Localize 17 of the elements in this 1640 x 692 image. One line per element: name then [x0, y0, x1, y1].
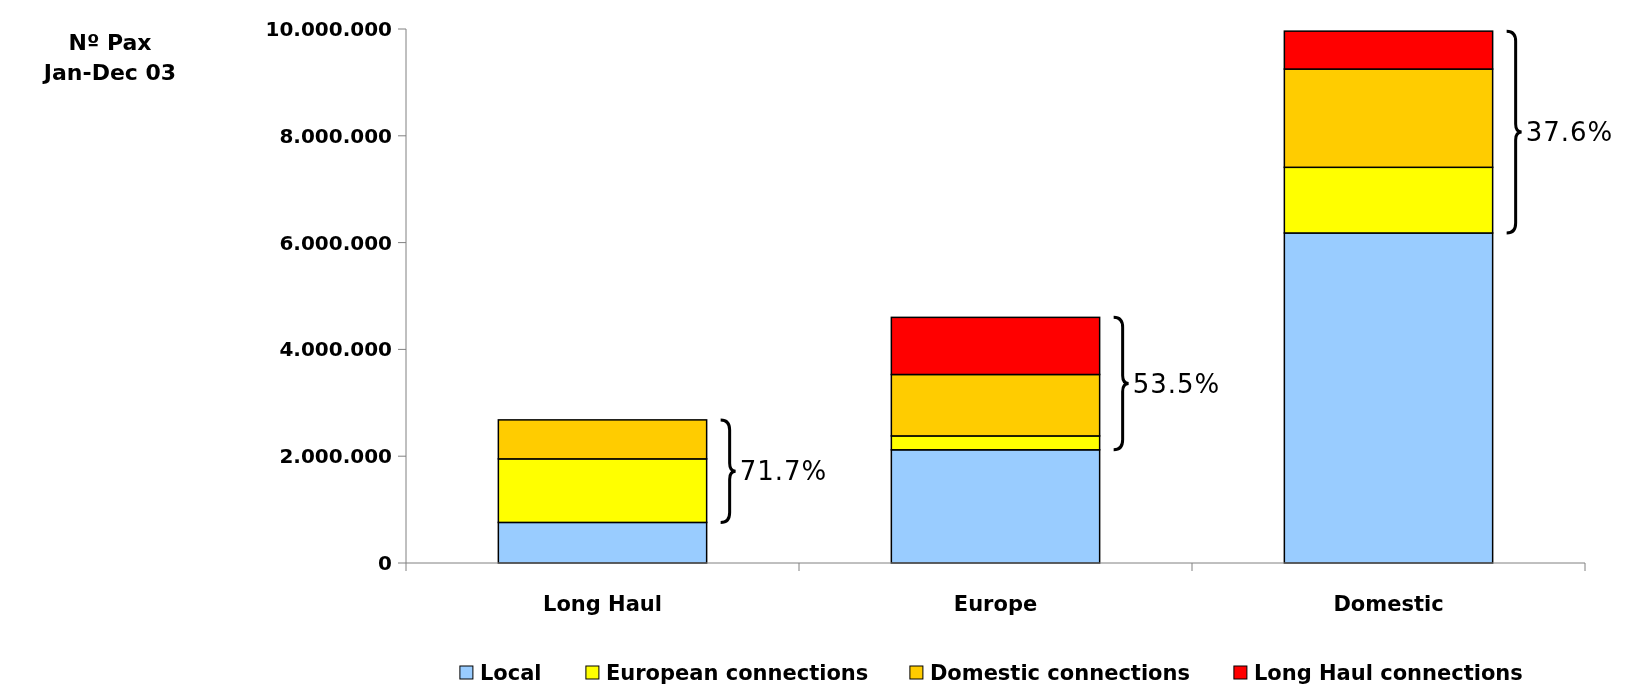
y-tick-label: 10.000.000	[265, 17, 392, 41]
x-tick-label: Long Haul	[543, 592, 662, 616]
legend-label: Local	[479, 661, 542, 686]
annotation: 53.5%	[1132, 368, 1221, 399]
y-tick-label: 2.000.000	[279, 444, 392, 469]
annotation: 37.6%	[1525, 117, 1614, 148]
annotation: 71.7%	[739, 456, 828, 487]
y-axis-title: Nº Pax Jan-Dec 03	[41, 30, 177, 85]
x-tick-label: Europe	[953, 592, 1038, 616]
legend-label: European connections	[605, 661, 869, 686]
y-tick-label: 4.000.000	[279, 337, 392, 362]
x-tick-label: Domestic	[1333, 592, 1444, 616]
y-tick-label: 8.000.000	[279, 123, 392, 148]
legend-label: Domestic connections	[929, 661, 1190, 686]
legend-label: Long Haul connections	[1253, 661, 1523, 686]
y-tick-label: 6.000.000	[279, 230, 392, 255]
y-tick-label: 0	[378, 551, 392, 575]
